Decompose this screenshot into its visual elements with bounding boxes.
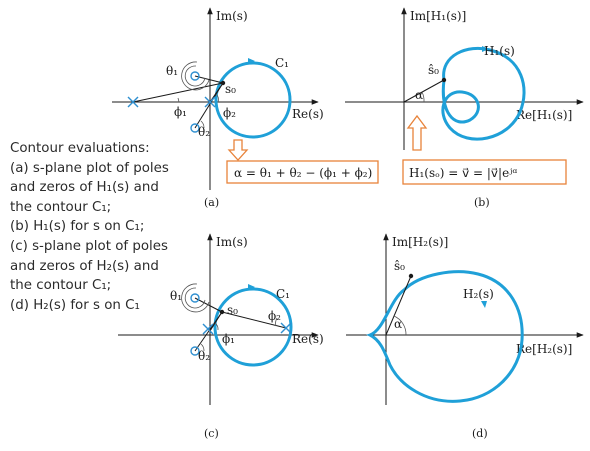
contour-direction-arrow [248, 58, 255, 64]
caption-line: (c) s-plane plot of poles [10, 238, 168, 254]
pole-near-marker [204, 96, 216, 108]
figure-caption: Contour evaluations: (a) s-plane plot of… [10, 139, 200, 315]
theta2-label: θ₂ [198, 349, 210, 363]
curve-direction-arrow [481, 301, 487, 308]
imag-axis-label: Im[H₂(s)] [392, 235, 448, 249]
s0-image-label: ŝ₀ [394, 259, 405, 273]
imag-axis-label: Im(s) [216, 9, 248, 23]
theta1-arc-outer [181, 61, 210, 91]
h1-equation-box [402, 159, 567, 185]
phi1-arc [214, 322, 219, 331]
s0-label: s₀ [227, 303, 238, 317]
phi2-arc [215, 93, 219, 103]
vector-v [403, 79, 445, 103]
contour-direction-arrow [248, 284, 255, 290]
panel-a: Im(s) Re(s) C₁ θ₁ θ₂ ϕ₁ ϕ₂ s₀ [112, 7, 379, 209]
caption-line: and zeros of H₁(s) and [10, 180, 159, 196]
contour-c1 [213, 287, 293, 367]
contour-label: C₁ [275, 56, 289, 70]
h1-curve [441, 46, 526, 141]
panel-c: Im(s) Re(s) C₁ θ₁ θ₂ ϕ₁ ϕ₂ s₀ (c) [118, 233, 324, 440]
curve-label: H₁(s) [484, 44, 515, 58]
panel-tag-a: (a) [204, 196, 219, 209]
phi1-arc [177, 97, 180, 103]
imag-axis-label: Im(s) [216, 235, 248, 249]
alpha-label: α [415, 88, 423, 102]
contour-c1 [214, 61, 292, 139]
phi1-label: ϕ₁ [174, 105, 187, 119]
theta1-label: θ₁ [170, 289, 182, 303]
zero-lower-marker [190, 346, 200, 356]
s0-image-label: ŝ₀ [428, 63, 439, 77]
phi2-arc [275, 317, 278, 327]
theta2-arc [200, 343, 205, 352]
pole-left-marker [202, 323, 214, 335]
theta1-arc [184, 65, 206, 87]
h2-curve [366, 270, 524, 403]
vector-from-pole-near [209, 82, 224, 103]
real-axis-label: Re[H₂(s)] [516, 342, 572, 356]
caption-line: the contour C₁; [10, 278, 112, 294]
vector-from-zero-1 [194, 75, 224, 84]
panel-tag-b: (b) [474, 196, 490, 209]
s0-point [220, 80, 226, 86]
caption-line: Contour evaluations: [10, 141, 150, 156]
vector-from-pole-left [209, 311, 223, 332]
alpha-equation: α = θ₁ + θ₂ − (ϕ₁ + ϕ₂) [234, 166, 372, 180]
curve-direction-arrow [482, 46, 489, 52]
zero-upper-marker [190, 293, 200, 303]
phi2-label: ϕ₂ [223, 106, 236, 120]
alpha-equation-box [226, 160, 379, 184]
real-axis-label: Re[H₁(s)] [516, 108, 572, 122]
caption-line: (b) H₁(s) for s on C₁; [10, 219, 145, 235]
s0-image-point [441, 77, 447, 83]
alpha-label: α [394, 317, 402, 331]
s0-label: s₀ [225, 82, 236, 96]
theta2-arc [200, 120, 205, 129]
hollow-arrow-down [227, 139, 249, 161]
real-axis-label: Re(s) [292, 332, 324, 346]
vector-from-pole-right [221, 311, 287, 329]
theta2-label: θ₂ [198, 125, 210, 139]
alpha-arc [421, 91, 425, 103]
h1-equation: H₁(sₒ) = v⃗ = |v⃗|eʲᵅ [409, 166, 517, 180]
panel-tag-c: (c) [204, 427, 219, 440]
caption-line: the contour C₁; [10, 199, 112, 215]
s0-point [219, 309, 225, 315]
s0-image-point [408, 273, 414, 279]
vector-from-pole-far [132, 82, 224, 103]
theta1-arc-outer [181, 283, 210, 313]
caption-line: (d) H₂(s) for s on C₁ [10, 297, 140, 313]
phi1-label: ϕ₁ [222, 332, 235, 346]
theta1-arc [184, 287, 206, 309]
theta1-label: θ₁ [166, 64, 178, 78]
caption-line: and zeros of H₂(s) and [10, 258, 159, 274]
panel-d: Im[H₂(s)] Re[H₂(s)] H₂(s) ŝ₀ α (d) [346, 233, 584, 440]
vector-v [385, 275, 412, 336]
pole-far-marker [127, 96, 139, 108]
imag-axis-label: Im[H₁(s)] [410, 9, 466, 23]
zero-upper-marker [190, 71, 200, 81]
hollow-arrow-up [406, 114, 428, 151]
caption-line: (a) s-plane plot of poles [10, 160, 169, 176]
panel-b: Im[H₁(s)] Re[H₁(s)] H₁(s) ŝ₀ α H₁(sₒ) = … [345, 7, 584, 209]
zero-lower-marker [190, 123, 200, 133]
vector-from-zero-1 [194, 297, 223, 313]
phi2-label: ϕ₂ [268, 309, 281, 323]
alpha-arc [393, 315, 407, 336]
contour-label: C₁ [276, 287, 290, 301]
panel-tag-d: (d) [472, 427, 488, 440]
curve-label: H₂(s) [463, 287, 494, 301]
pole-right-marker [280, 322, 292, 334]
real-axis-label: Re(s) [292, 107, 324, 121]
